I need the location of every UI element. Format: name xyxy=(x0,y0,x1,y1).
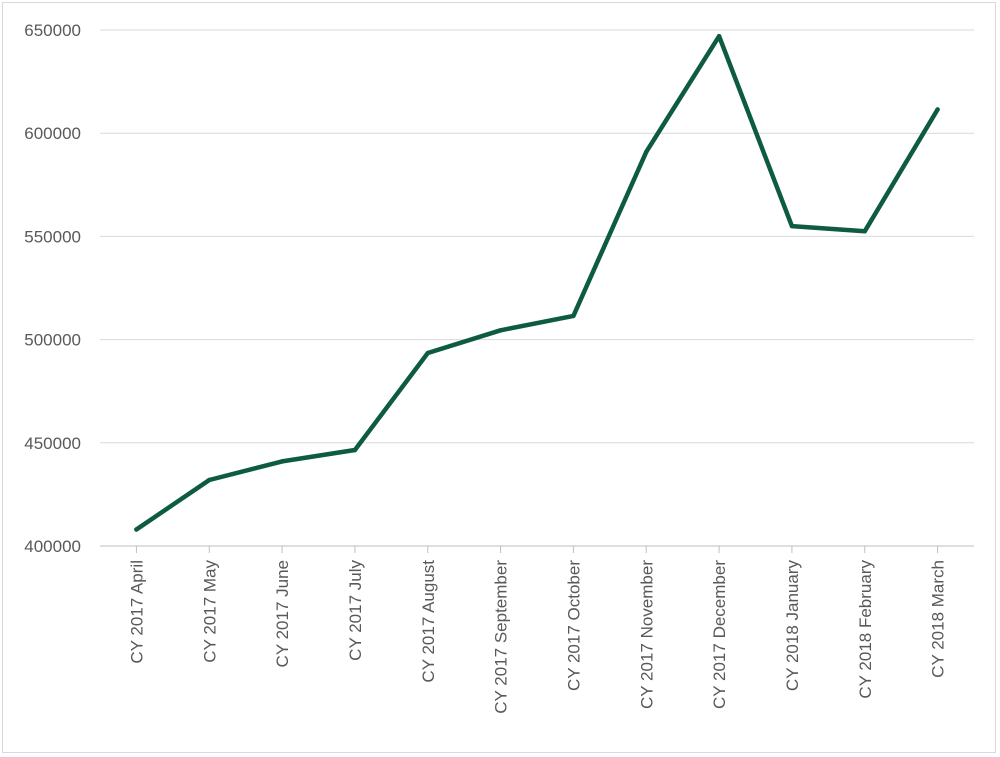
x-tick-label: CY 2017 August xyxy=(419,560,438,683)
data-point xyxy=(498,328,503,333)
data-point xyxy=(279,459,285,464)
data-point xyxy=(789,223,795,229)
data-point xyxy=(935,107,940,112)
x-tick-label: CY 2017 September xyxy=(492,560,511,714)
y-tick-label: 600000 xyxy=(24,124,81,143)
data-point xyxy=(207,477,212,483)
x-axis-ticks: CY 2017 April CY 2017 May CY 2017 June CY 2… xyxy=(127,546,948,714)
data-point xyxy=(134,527,139,532)
x-tick-label: CY 2017 June xyxy=(273,560,292,667)
x-tick-label: CY 2018 March xyxy=(929,560,948,678)
x-tick-label: CY 2018 January xyxy=(783,560,802,692)
x-tick-label: CY 2018 February xyxy=(856,560,875,699)
data-point xyxy=(425,350,430,356)
data-point xyxy=(352,447,358,453)
y-tick-label: 650000 xyxy=(24,21,81,40)
series-group xyxy=(134,33,940,532)
y-tick-label: 500000 xyxy=(24,331,81,350)
x-tick-label: CY 2017 April xyxy=(127,560,146,664)
data-point xyxy=(644,149,649,154)
data-point xyxy=(571,313,576,319)
data-point xyxy=(716,33,722,39)
x-tick-label: CY 2017 May xyxy=(200,560,219,663)
data-point xyxy=(862,229,867,234)
y-tick-label: 450000 xyxy=(24,434,81,453)
x-tick-label: CY 2017 November xyxy=(637,560,656,709)
x-tick-label: CY 2017 December xyxy=(710,560,729,709)
gridlines xyxy=(100,29,974,547)
y-axis-ticks: 400000 450000 500000 550000 600000 650000 xyxy=(24,21,81,556)
y-tick-label: 400000 xyxy=(24,537,81,556)
y-tick-label: 550000 xyxy=(24,227,81,246)
series-line xyxy=(134,33,940,532)
x-tick-label: CY 2017 October xyxy=(564,560,583,691)
x-tick-label: CY 2017 July xyxy=(346,560,365,661)
